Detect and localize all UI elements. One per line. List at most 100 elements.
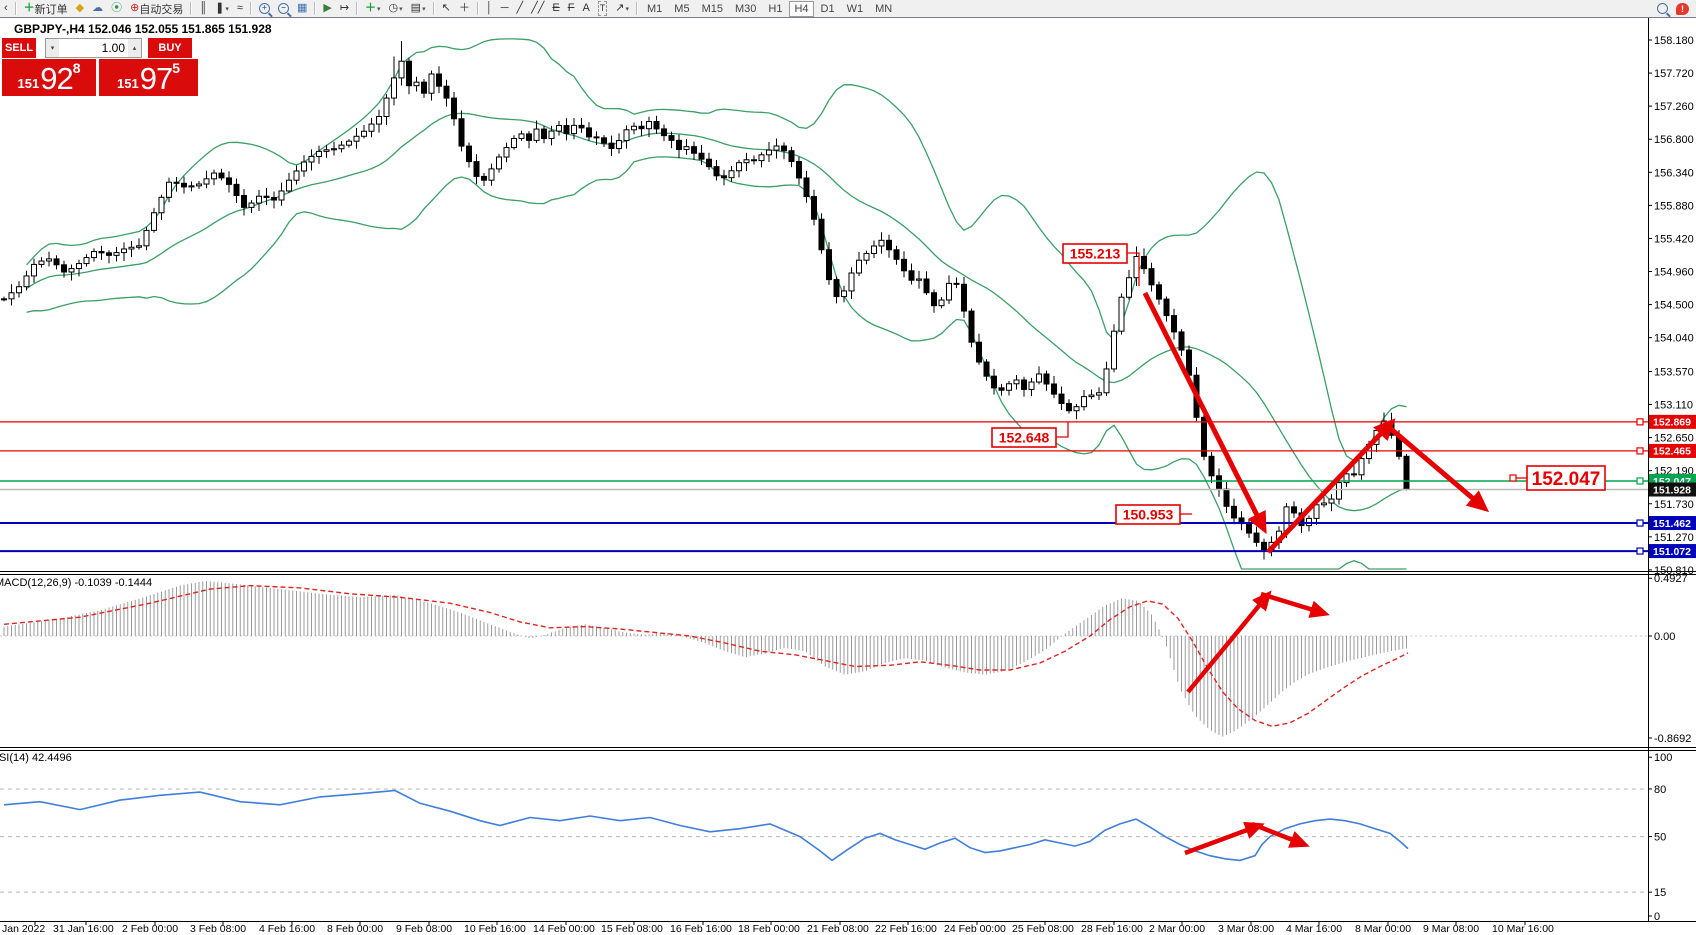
svg-text:157.720: 157.720 <box>1654 68 1694 80</box>
arrows-tool-button[interactable]: ↗ ▾ <box>612 1 632 16</box>
svg-text:150.810: 150.810 <box>1654 565 1694 577</box>
ask-price-panel[interactable]: 151 97 5 <box>99 59 198 96</box>
templates-button[interactable]: ▤ ▾ <box>408 1 429 16</box>
svg-text:153.570: 153.570 <box>1654 366 1694 378</box>
price-callouts: 155.213 152.648 150.953 152.047 <box>991 243 1606 525</box>
svg-text:151.462: 151.462 <box>1653 518 1691 530</box>
bar-chart-mode-button[interactable]: ║ <box>196 1 210 16</box>
bid-price-panel[interactable]: 151 92 8 <box>2 59 96 96</box>
tab-timeframe-m30[interactable]: M30 <box>734 2 757 15</box>
volume-increase-button[interactable]: ▴ <box>128 39 141 57</box>
buy-button[interactable]: BUY <box>148 38 192 58</box>
svg-text:100: 100 <box>1654 752 1672 764</box>
equidistant-tool-button[interactable]: E <box>549 1 562 16</box>
channel-icon: ╱╱ <box>531 2 545 14</box>
trendline-icon: ╱ <box>516 2 524 14</box>
channel-tool-button[interactable]: ╱╱ <box>528 1 547 16</box>
tab-timeframe-h1[interactable]: H1 <box>768 2 783 15</box>
clock-icon: ◷ <box>388 2 399 14</box>
cloud-icon: ☁ <box>92 2 104 14</box>
chevron-down-icon: ▾ <box>625 5 630 13</box>
svg-text:151.928: 151.928 <box>1653 484 1691 496</box>
new-order-label: 新订单 <box>34 3 68 16</box>
line-chart-mode-button[interactable]: ≈ <box>234 1 246 16</box>
vertical-line-icon: │ <box>485 2 493 14</box>
candlestick-mode-button[interactable]: ❚ ▾ <box>212 1 232 16</box>
signals-icon: ⦿ <box>111 2 123 14</box>
tab-timeframe-mn[interactable]: MN <box>875 2 893 15</box>
macd-pane <box>3 581 1409 737</box>
chart-shift-icon: ↦ <box>339 2 350 14</box>
zoom-in-button[interactable]: + <box>256 1 273 16</box>
svg-text:Jan 2022: Jan 2022 <box>2 923 45 935</box>
svg-text:154.500: 154.500 <box>1654 300 1694 312</box>
candlestick-icon: ❚ <box>215 2 225 14</box>
horizontal-line-icon: ─ <box>500 2 509 14</box>
bid-big-digits: 92 <box>40 61 73 96</box>
cloud-button[interactable]: ☁ <box>89 1 106 16</box>
svg-text:151.072: 151.072 <box>1653 546 1691 558</box>
zoom-out-button[interactable]: − <box>275 1 292 16</box>
text-tool-button[interactable]: A <box>579 1 592 16</box>
trend-annotation-arrows <box>1142 291 1490 856</box>
svg-text:9 Mar 08:00: 9 Mar 08:00 <box>1423 923 1479 935</box>
crosshair-tool-button[interactable]: ＋ <box>456 1 473 16</box>
new-order-button[interactable]: ＋ 新订单 <box>21 1 71 16</box>
cursor-tool-button[interactable]: ↖ <box>439 1 454 16</box>
sell-button[interactable]: SELL <box>2 38 36 58</box>
svg-text:14 Feb 00:00: 14 Feb 00:00 <box>533 923 595 935</box>
toolbar-separator <box>432 2 435 15</box>
volume-input[interactable] <box>59 39 128 57</box>
signals-button[interactable]: ⦿ <box>108 1 125 16</box>
tab-timeframe-m15[interactable]: M15 <box>701 2 723 15</box>
vertical-line-tool-button[interactable]: │ <box>483 1 496 16</box>
timeframes-menu-button[interactable]: ◷ ▾ <box>386 1 406 16</box>
chevron-down-icon: ▾ <box>399 5 403 13</box>
trendline-tool-button[interactable]: ╱ <box>513 1 526 16</box>
svg-text:0.00: 0.00 <box>1654 631 1675 643</box>
chart-shift-button[interactable]: ↦ <box>337 1 352 16</box>
equidistant-channel-icon: E <box>552 2 560 14</box>
svg-text:156.800: 156.800 <box>1654 134 1694 146</box>
notifications-button[interactable]: ! <box>1673 1 1692 16</box>
cursor-icon: ↖ <box>441 2 451 14</box>
auto-scroll-button[interactable]: ▶ <box>320 1 334 16</box>
bid-prefix: 151 <box>17 76 40 91</box>
profile-button[interactable]: ◆ <box>73 1 87 16</box>
tab-timeframe-d1[interactable]: D1 <box>820 2 835 15</box>
search-button[interactable] <box>1654 1 1671 16</box>
indicators-button[interactable]: ＋ ▾ <box>362 1 384 16</box>
left-overflow-chevron[interactable]: ‹ <box>4 2 8 14</box>
autotrading-button[interactable]: ⊕ 自动交易 <box>127 1 186 16</box>
fibonacci-tool-button[interactable]: F <box>565 1 578 16</box>
svg-text:28 Feb 16:00: 28 Feb 16:00 <box>1081 923 1143 935</box>
ask-pip-digit: 5 <box>172 60 180 76</box>
toolbar-separator <box>14 2 17 15</box>
svg-text:152.047: 152.047 <box>1532 469 1601 490</box>
svg-text:22 Feb 16:00: 22 Feb 16:00 <box>875 923 937 935</box>
svg-text:21 Feb 08:00: 21 Feb 08:00 <box>807 923 869 935</box>
svg-text:152.869: 152.869 <box>1653 417 1691 429</box>
arrow-objects-icon: ↗ <box>615 2 625 14</box>
tab-timeframe-h4[interactable]: H4 <box>789 0 814 17</box>
svg-text:24 Feb 00:00: 24 Feb 00:00 <box>944 923 1006 935</box>
tile-windows-button[interactable]: ▦ <box>294 1 310 16</box>
tab-timeframe-w1[interactable]: W1 <box>846 2 864 15</box>
svg-text:-0.8692: -0.8692 <box>1654 733 1691 745</box>
macd-indicator-label: MACD(12,26,9) -0.1039 -0.1444 <box>0 577 153 589</box>
bid-pip-digit: 8 <box>72 60 81 76</box>
svg-text:9 Feb 08:00: 9 Feb 08:00 <box>396 923 452 935</box>
volume-decrease-button[interactable]: ▾ <box>46 39 59 57</box>
chart-symbol-title: GBPJPY-,H4 152.046 152.055 151.865 151.9… <box>14 22 272 36</box>
horizontal-line-tool-button[interactable]: ─ <box>498 1 512 16</box>
chevron-down-icon: ▾ <box>225 5 229 13</box>
svg-text:151.270: 151.270 <box>1654 532 1694 544</box>
label-tool-button[interactable]: T <box>595 1 611 16</box>
tab-timeframe-m1[interactable]: M1 <box>647 2 663 15</box>
tab-timeframe-m5[interactable]: M5 <box>674 2 690 15</box>
svg-text:3 Mar 08:00: 3 Mar 08:00 <box>1218 923 1274 935</box>
svg-text:153.110: 153.110 <box>1654 400 1693 412</box>
price-level-lines <box>0 418 1648 555</box>
